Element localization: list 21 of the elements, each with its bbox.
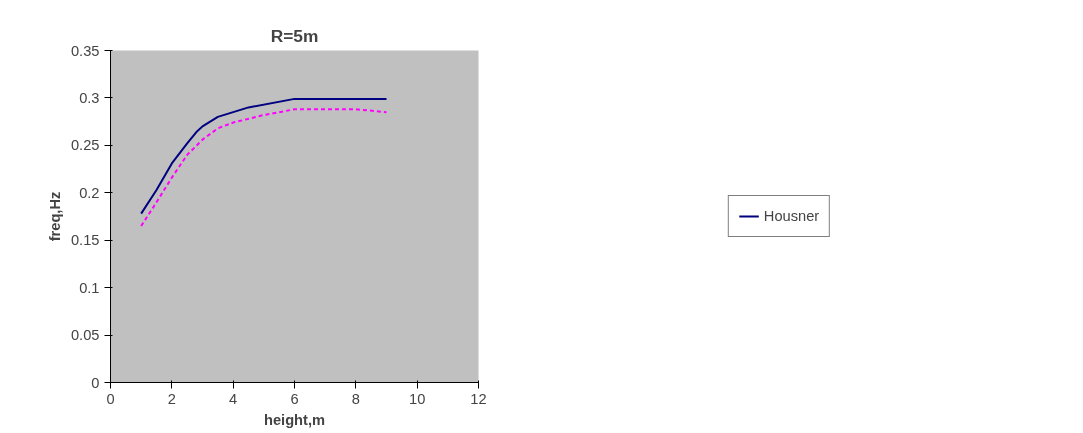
line-series: [140, 108, 388, 227]
y-tick-label: 0: [91, 374, 100, 391]
legend-label: Housner: [763, 208, 820, 224]
chart-title: R=5m: [270, 25, 319, 46]
y-tick-label: 0.25: [70, 137, 100, 154]
x-tick-label: 6: [290, 390, 299, 407]
y-axis-title: freq,Hz: [46, 191, 63, 242]
y-tick-label: 0.05: [70, 327, 100, 344]
x-tick-label: 12: [470, 390, 487, 407]
x-tick-label: 0: [106, 390, 115, 407]
line-series: [140, 97, 388, 215]
y-tick-label: 0.3: [79, 89, 100, 106]
y-tick-label: 0.1: [79, 279, 100, 296]
x-tick-label: 8: [351, 390, 360, 407]
x-tick-label: 2: [167, 390, 176, 407]
x-axis-title: height,m: [263, 411, 326, 428]
x-tick-label: 10: [409, 390, 426, 407]
x-tick-label: 4: [229, 390, 238, 407]
y-tick-label: 0.35: [70, 42, 100, 59]
y-tick-label: 0.15: [70, 232, 100, 249]
y-tick-label: 0.2: [79, 184, 100, 201]
